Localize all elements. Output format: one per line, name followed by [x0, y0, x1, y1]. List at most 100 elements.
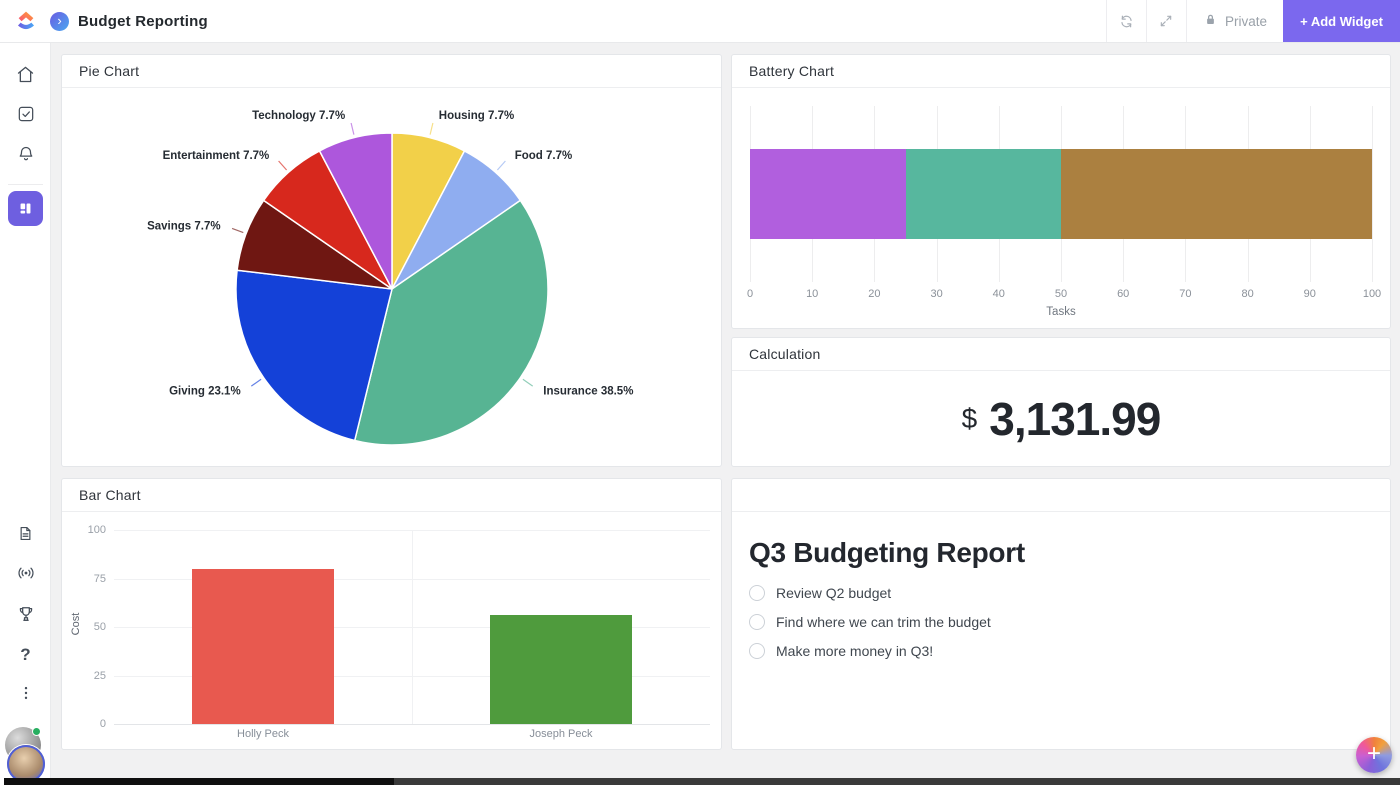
- report-title: Q3 Budgeting Report: [749, 537, 1025, 568]
- battery-x-tick-label: 100: [1362, 288, 1382, 300]
- home-icon: [17, 66, 34, 82]
- add-widget-button[interactable]: + Add Widget: [1283, 0, 1400, 42]
- battery-x-tick-label: 20: [868, 288, 881, 300]
- battery-chart-widget: Battery Chart 0 10 20 30 40 50 60 70 80 90 100 Tas…: [731, 54, 1391, 329]
- pie-callout-line: [231, 227, 244, 234]
- bar-x-category-label: Holly Peck: [237, 728, 289, 740]
- battery-gridline: [1372, 106, 1373, 282]
- checklist-item[interactable]: Find where we can trim the budget: [749, 614, 1373, 630]
- trophy-icon: [19, 607, 32, 621]
- bell-icon: [19, 146, 32, 161]
- sidebar-item-goals[interactable]: [0, 601, 51, 627]
- clickup-logo-icon[interactable]: [11, 6, 41, 36]
- calculation-widget: Calculation $ 3,131.99: [731, 337, 1391, 467]
- private-label: Private: [1224, 13, 1267, 29]
- refresh-button[interactable]: [1105, 0, 1146, 42]
- battery-x-tick-label: 80: [1241, 288, 1254, 300]
- pie-callout-line: [350, 122, 355, 135]
- bar-y-tick-label: 100: [87, 524, 106, 536]
- document-icon: [20, 526, 31, 540]
- pie-chart-widget-title: Pie Chart: [62, 55, 721, 88]
- battery-x-tick-label: 10: [806, 288, 819, 300]
- bar-joseph-peck[interactable]: [490, 615, 632, 724]
- battery-segment-segment-1[interactable]: [750, 149, 906, 239]
- pie-callout-line: [250, 378, 262, 387]
- online-status-dot: [32, 727, 41, 736]
- battery-stacked-bar: [750, 149, 1372, 239]
- checkbox-circle-icon[interactable]: [749, 585, 765, 601]
- sidebar-divider: [8, 184, 43, 185]
- checklist-item[interactable]: Make more money in Q3!: [749, 643, 1373, 659]
- pie-slice-label: Giving 23.1%: [169, 386, 241, 398]
- sidebar-item-dashboards-active[interactable]: [8, 191, 43, 226]
- bar-x-category-label: Joseph Peck: [529, 728, 593, 740]
- bar-gridline-vertical: [412, 530, 413, 724]
- bar-chart-x-axis: Holly Peck Joseph Peck: [114, 728, 710, 744]
- vertical-dots-icon: [24, 686, 27, 700]
- pie-slice-label: Entertainment 7.7%: [163, 150, 270, 162]
- pie-slice-label: Technology 7.7%: [252, 110, 345, 122]
- sidebar-item-docs[interactable]: [0, 520, 51, 546]
- check-square-icon: [18, 106, 33, 122]
- pie-callout-line: [278, 160, 288, 171]
- question-mark-icon: ?: [20, 645, 31, 664]
- battery-chart-plot: [750, 106, 1373, 282]
- video-scrub-bar[interactable]: [4, 778, 1400, 785]
- battery-x-tick-label: 0: [746, 288, 754, 300]
- battery-x-axis: 0 10 20 30 40 50 60 70 80 90 100: [746, 288, 1381, 302]
- bar-gridline: [114, 724, 710, 725]
- video-scrub-progress: [4, 778, 394, 785]
- text-block-body: Q3 Budgeting Report Review Q2 budget Fin…: [732, 512, 1390, 659]
- checkbox-circle-icon[interactable]: [749, 614, 765, 630]
- bar-category-band: [114, 530, 412, 724]
- quick-add-fab-button[interactable]: +: [1356, 737, 1392, 773]
- pie-slice-giving[interactable]: [235, 269, 393, 442]
- bar-y-tick-label: 0: [99, 718, 106, 730]
- battery-x-tick-label: 50: [1054, 288, 1068, 300]
- battery-x-tick-label: 40: [992, 288, 1005, 300]
- lock-icon: [1203, 12, 1218, 30]
- bar-holly-peck[interactable]: [192, 568, 334, 724]
- pie-slice-label: Savings 7.7%: [147, 221, 221, 233]
- checklist-item[interactable]: Review Q2 budget: [749, 585, 1373, 601]
- pie-slice-insurance[interactable]: [353, 199, 549, 446]
- private-button[interactable]: Private: [1185, 0, 1283, 42]
- sidebar-item-help[interactable]: ?: [0, 642, 51, 668]
- sidebar-item-notifications[interactable]: [0, 141, 51, 167]
- pie-callout-line: [496, 160, 506, 171]
- fullscreen-button[interactable]: [1145, 0, 1186, 42]
- pie-slice-technology[interactable]: [318, 132, 393, 290]
- user-avatar[interactable]: [7, 745, 45, 783]
- battery-x-tick-label: 30: [930, 288, 943, 300]
- bar-chart-y-axis: 0 25 50 75 100: [62, 524, 106, 730]
- text-block-widget: Q3 Budgeting Report Review Q2 budget Fin…: [731, 478, 1391, 750]
- plus-icon: +: [1366, 740, 1381, 767]
- pie-callout-line: [522, 378, 534, 387]
- battery-x-tick-label: 60: [1117, 288, 1130, 300]
- sidebar-item-home[interactable]: [0, 61, 51, 87]
- sidebar-item-more[interactable]: [0, 680, 51, 706]
- battery-segment-segment-2[interactable]: [905, 149, 1061, 239]
- battery-segment-segment-3[interactable]: [1061, 149, 1372, 239]
- pie-slice-label: Insurance 38.5%: [543, 386, 633, 398]
- bar-chart-widget: Bar Chart Cost 0 25 50 75 100 Holly Peck Jose…: [61, 478, 722, 750]
- broadcast-icon: [17, 567, 34, 579]
- breadcrumb-expand-button[interactable]: ›: [50, 11, 69, 31]
- sidebar-item-tasks[interactable]: [0, 101, 51, 127]
- page-title: Budget Reporting: [78, 12, 208, 30]
- calculation-value: 3,131.99: [989, 392, 1161, 445]
- battery-x-tick-label: 70: [1179, 288, 1192, 300]
- pie-slice-label: Food 7.7%: [515, 150, 573, 162]
- calculation-widget-title: Calculation: [732, 338, 1390, 371]
- checklist-item-label: Review Q2 budget: [776, 585, 892, 601]
- currency-symbol: $: [961, 402, 978, 434]
- battery-chart-widget-title: Battery Chart: [732, 55, 1390, 88]
- pie-chart-widget: Pie Chart Housing 7.7% Food 7.7% Insurance…: [61, 54, 722, 467]
- dashboard-content: Pie Chart Housing 7.7% Food 7.7% Insurance…: [51, 43, 1400, 785]
- bar-y-tick-label: 50: [93, 621, 106, 633]
- battery-x-tick-label: 90: [1303, 288, 1316, 300]
- bar-chart-widget-title: Bar Chart: [62, 479, 721, 512]
- sidebar-item-pulse[interactable]: [0, 560, 51, 586]
- checklist-item-label: Make more money in Q3!: [776, 643, 934, 659]
- checkbox-circle-icon[interactable]: [749, 643, 765, 659]
